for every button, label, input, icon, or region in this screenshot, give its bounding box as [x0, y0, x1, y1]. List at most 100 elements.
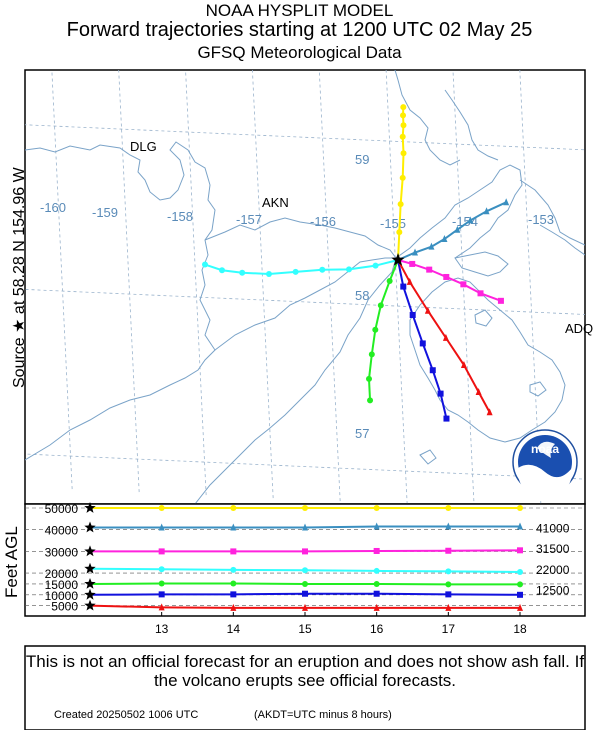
trajectory-marker [400, 104, 407, 111]
trajectory-marker [400, 122, 407, 129]
source-star-icon [84, 599, 96, 611]
trajectory-marker [409, 260, 416, 267]
trajectory-marker [419, 340, 426, 347]
trajectory-marker [302, 523, 308, 531]
longitude-label: -154 [452, 214, 478, 229]
altitude-trajectories [84, 502, 523, 611]
trajectory-marker [372, 326, 379, 333]
altitude-tick-label: 50000 [45, 502, 79, 516]
trajectory-marker [372, 262, 379, 269]
trajectory-marker [292, 268, 299, 275]
start-height-label: 41000 [536, 522, 570, 536]
akdt-note: (AKDT=UTC minus 8 hours) [254, 709, 392, 721]
trajectory-line [397, 201, 507, 261]
coast-bristol-bay [25, 141, 216, 461]
trajectory-marker [158, 603, 165, 611]
trajectory-marker [345, 266, 352, 273]
meridian-line [318, 70, 341, 502]
trajectory-marker [302, 505, 308, 511]
longitude-label: -155 [380, 216, 406, 231]
trajectory-marker [517, 522, 523, 530]
coast-ak-peninsula-north [204, 217, 397, 259]
trajectory-marker [454, 225, 461, 233]
trajectory-marker [442, 333, 449, 341]
start-height-label: 31500 [536, 542, 570, 556]
trajectory-marker [412, 248, 419, 256]
trajectory-marker [400, 283, 407, 290]
trajectory-marker [158, 580, 165, 587]
meridian-line [51, 70, 73, 490]
trajectory-marker [483, 207, 490, 215]
city-label-adq: ADQ [565, 321, 593, 336]
trajectory-marker [517, 505, 523, 511]
source-star-icon [391, 253, 405, 266]
trajectory-marker [445, 568, 452, 575]
trajectory-marker [503, 198, 510, 206]
latitude-label: 58 [355, 288, 369, 303]
altitude-tick-label: 20000 [45, 567, 79, 581]
source-star-icon [84, 578, 96, 589]
time-tick-label: 16 [370, 622, 384, 636]
trajectory-marker [396, 229, 403, 236]
meridian-line [118, 70, 140, 493]
trajectory-marker [367, 397, 374, 404]
trajectory-marker [373, 603, 380, 611]
disclaimer-text: This is not an official forecast for an … [25, 652, 585, 690]
trajectory-marker [445, 581, 452, 588]
noaa-logo: noaa [512, 429, 578, 499]
trajectory-marker [445, 603, 452, 611]
trajectory-marker [517, 569, 523, 576]
trajectory-marker [399, 133, 406, 140]
longitude-label: -160 [40, 200, 66, 215]
trajectory-marker [377, 302, 384, 309]
trajectory-marker [400, 112, 407, 119]
trajectory-marker [517, 591, 523, 598]
map-panel: -160 -159 -158 -157 -156 -155 -154 -153 59 58 57 D… [24, 35, 599, 514]
city-label-akn: AKN [262, 195, 289, 210]
met-data-title: GFSQ Meteorological Data [197, 43, 402, 62]
created-timestamp: Created 20250502 1006 UTC [54, 709, 199, 721]
meridian-line [185, 70, 207, 496]
trajectory-marker [517, 547, 523, 554]
map-trajectories [202, 104, 510, 422]
source-star-icon [84, 521, 96, 533]
trajectory-marker [486, 408, 493, 416]
altitude-tick-label: 15000 [45, 578, 79, 592]
trajectory-marker [467, 216, 474, 224]
city-labels: DLG AKN ADQ [130, 139, 593, 336]
trajectory-marker [219, 267, 225, 274]
time-tick-label: 18 [513, 622, 527, 636]
latitude-label: 57 [355, 426, 369, 441]
meridian-line [585, 35, 599, 514]
altitude-frame [24, 503, 586, 617]
longitude-label: -159 [92, 205, 118, 220]
trajectory-marker [366, 375, 372, 382]
coast-upper [394, 70, 461, 166]
trajectory-marker [158, 505, 165, 511]
trajectory-marker [319, 266, 326, 273]
trajectory-marker [441, 235, 448, 243]
trajectory-marker [429, 367, 436, 374]
trajectory-marker [445, 505, 452, 511]
time-axis-ticks: 13 14 15 16 17 18 [155, 612, 527, 636]
trajectory-marker [202, 261, 209, 268]
trajectory-marker [424, 306, 431, 314]
trajectory-marker [517, 581, 523, 588]
time-tick-label: 15 [298, 622, 312, 636]
logo-text: noaa [531, 442, 559, 456]
trajectory-marker [445, 522, 452, 530]
trajectory-marker [230, 580, 237, 587]
coast-islet-1 [529, 381, 547, 397]
trajectory-marker [400, 150, 407, 157]
trajectory-marker [399, 174, 406, 181]
altitude-tick-label: 40000 [45, 524, 79, 538]
trajectory-marker [302, 603, 308, 611]
disclaimer-box [24, 645, 586, 730]
trajectory-marker [373, 505, 380, 511]
time-tick-label: 13 [155, 622, 169, 636]
trajectory-marker [158, 548, 165, 555]
trajectory-marker [437, 390, 444, 397]
trajectory-marker [239, 269, 246, 276]
